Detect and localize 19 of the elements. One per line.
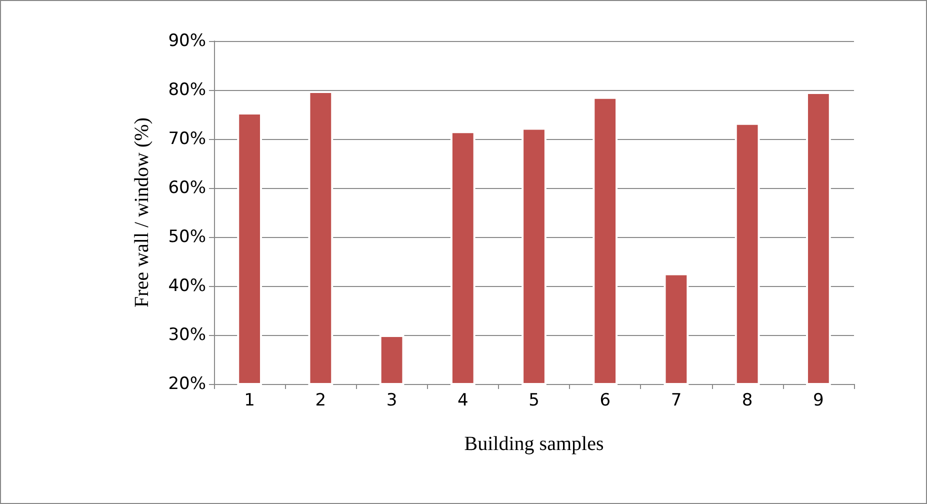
- x-tick-label: 5: [528, 390, 540, 410]
- y-tick-label: 50%: [168, 227, 206, 247]
- x-tick-label: 9: [813, 390, 824, 410]
- x-tick-label: 1: [244, 390, 255, 410]
- x-axis-title: Building samples: [464, 433, 604, 455]
- y-tick-label: 60%: [168, 178, 206, 198]
- x-tick-label: 4: [457, 390, 468, 410]
- x-tick-label: 2: [315, 390, 326, 410]
- y-tick-label: 90%: [168, 31, 206, 51]
- y-axis-title: Free wall / window (%): [131, 118, 153, 308]
- y-tick-label: 30%: [168, 325, 206, 345]
- x-tick-label: 8: [742, 390, 753, 410]
- x-tick-label: 3: [386, 390, 398, 410]
- x-tick-label: 7: [670, 390, 682, 410]
- y-tick-label: 20%: [168, 374, 206, 394]
- x-tick-label: 6: [600, 390, 611, 410]
- y-tick-label: 80%: [168, 80, 206, 100]
- y-tick-label: 70%: [168, 129, 206, 149]
- y-tick-label: 40%: [168, 276, 206, 296]
